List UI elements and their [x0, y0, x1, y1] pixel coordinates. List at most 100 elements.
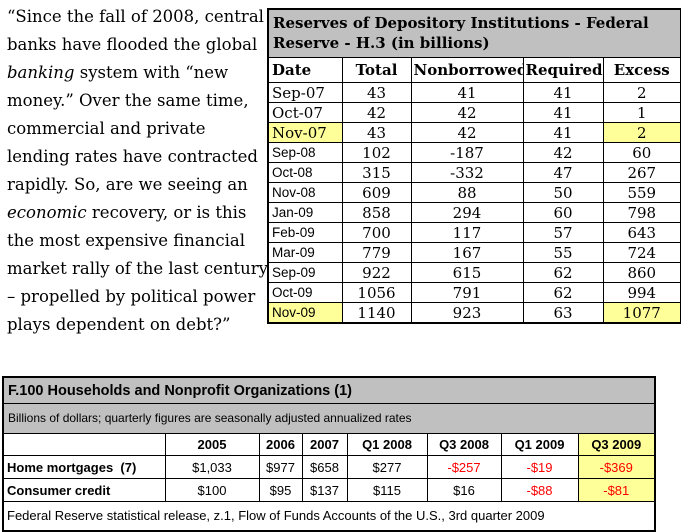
cell-value: $16 [426, 478, 502, 502]
column-header-q1-2008: Q1 2008 [346, 433, 428, 456]
cell-excess: 798 [602, 202, 681, 223]
cell-excess: 2 [602, 122, 681, 143]
cell-date: Nov-09 [267, 302, 343, 324]
cell-required: 62 [522, 262, 604, 283]
table-row: Sep-08 102 -187 42 60 [267, 142, 681, 163]
cell-nonborrowed: 294 [410, 202, 524, 223]
column-header-2007: 2007 [301, 433, 348, 456]
cell-value-negative: -$81 [577, 478, 656, 502]
column-header-excess: Excess [602, 57, 681, 83]
cell-excess: 860 [602, 262, 681, 283]
table-row: Sep-07 43 41 41 2 [267, 82, 681, 103]
cell-value: $277 [346, 455, 428, 479]
reserves-title-row: Reserves of Depository Institutions - Fe… [267, 8, 681, 58]
f100-footer-row: Federal Reserve statistical release, z.1… [2, 501, 656, 532]
cell-value: $977 [258, 455, 303, 479]
quote-segment: “Since the fall of 2008, central banks h… [7, 7, 264, 54]
cell-excess: 267 [602, 162, 681, 183]
quote-text: “Since the fall of 2008, central banks h… [7, 3, 269, 339]
cell-value-negative: -$88 [500, 478, 579, 502]
cell-total: 1056 [341, 282, 412, 303]
table-row: Oct-07 42 42 41 1 [267, 102, 681, 123]
cell-date: Oct-09 [267, 282, 343, 303]
table-row: Consumer credit $100 $95 $137 $115 $16 -… [2, 478, 656, 502]
cell-value-negative: -$257 [426, 455, 502, 479]
cell-nonborrowed: 615 [410, 262, 524, 283]
column-header-total: Total [341, 57, 412, 83]
cell-date: Mar-09 [267, 242, 343, 263]
cell-value-negative: -$369 [577, 455, 656, 479]
cell-value: $115 [346, 478, 428, 502]
row-label-home-mortgages: Home mortgages (7) [2, 455, 166, 479]
cell-value: $1,033 [164, 455, 260, 479]
column-header-q1-2009: Q1 2009 [500, 433, 579, 456]
column-header-q3-2008: Q3 2008 [426, 433, 502, 456]
table-row: Oct-08 315 -332 47 267 [267, 162, 681, 183]
quote-italic-economic: economic [7, 203, 87, 222]
cell-required: 63 [522, 302, 604, 324]
cell-total: 858 [341, 202, 412, 223]
cell-value: $658 [301, 455, 348, 479]
f100-header-row: 2005 2006 2007 Q1 2008 Q3 2008 Q1 2009 Q… [2, 433, 656, 456]
f100-title-row: F.100 Households and Nonprofit Organizat… [2, 376, 656, 404]
cell-nonborrowed: 923 [410, 302, 524, 324]
cell-excess: 994 [602, 282, 681, 303]
cell-excess: 724 [602, 242, 681, 263]
cell-required: 41 [522, 102, 604, 123]
reserves-header-row: Date Total Nonborrowed Required Excess [267, 57, 681, 83]
cell-total: 43 [341, 82, 412, 103]
f100-footer-note: Federal Reserve statistical release, z.1… [2, 501, 656, 532]
cell-date: Nov-07 [267, 122, 343, 143]
cell-total: 700 [341, 222, 412, 243]
cell-date: Sep-08 [267, 142, 343, 163]
column-header-required: Required [522, 57, 604, 83]
cell-required: 62 [522, 282, 604, 303]
cell-required: 50 [522, 182, 604, 203]
cell-required: 42 [522, 142, 604, 163]
f100-subtitle: Billions of dollars; quarterly figures a… [2, 403, 656, 434]
table-row: Sep-09 922 615 62 860 [267, 262, 681, 283]
quote-segment: recovery, or is this the most expensive … [7, 203, 268, 334]
cell-required: 60 [522, 202, 604, 223]
table-row: Nov-08 609 88 50 559 [267, 182, 681, 203]
cell-nonborrowed: 41 [410, 82, 524, 103]
reserves-table: Reserves of Depository Institutions - Fe… [267, 8, 681, 324]
cell-required: 47 [522, 162, 604, 183]
column-header-date: Date [267, 57, 343, 83]
table-row-highlighted: Nov-07 43 42 41 2 [267, 122, 681, 143]
cell-total: 1140 [341, 302, 412, 324]
table-row: Oct-09 1056 791 62 994 [267, 282, 681, 303]
cell-nonborrowed: -332 [410, 162, 524, 183]
cell-value: $137 [301, 478, 348, 502]
cell-total: 922 [341, 262, 412, 283]
cell-nonborrowed: 42 [410, 122, 524, 143]
quote-italic-banking: banking [7, 63, 75, 82]
cell-nonborrowed: 88 [410, 182, 524, 203]
cell-excess: 643 [602, 222, 681, 243]
cell-excess: 60 [602, 142, 681, 163]
cell-date: Sep-09 [267, 262, 343, 283]
column-header-2006: 2006 [258, 433, 303, 456]
cell-excess: 1077 [602, 302, 681, 324]
cell-total: 779 [341, 242, 412, 263]
cell-date: Nov-08 [267, 182, 343, 203]
table-row: Mar-09 779 167 55 724 [267, 242, 681, 263]
cell-nonborrowed: -187 [410, 142, 524, 163]
cell-date: Feb-09 [267, 222, 343, 243]
cell-required: 55 [522, 242, 604, 263]
cell-value: $100 [164, 478, 260, 502]
cell-total: 43 [341, 122, 412, 143]
cell-required: 57 [522, 222, 604, 243]
column-header-nonborrowed: Nonborrowed [410, 57, 524, 83]
cell-total: 609 [341, 182, 412, 203]
table-row: Feb-09 700 117 57 643 [267, 222, 681, 243]
cell-total: 315 [341, 162, 412, 183]
table-row-highlighted: Nov-09 1140 923 63 1077 [267, 302, 681, 324]
cell-total: 102 [341, 142, 412, 163]
row-label-consumer-credit: Consumer credit [2, 478, 166, 502]
cell-nonborrowed: 167 [410, 242, 524, 263]
f100-empty-header-cell [2, 433, 166, 456]
cell-total: 42 [341, 102, 412, 123]
cell-date: Jan-09 [267, 202, 343, 223]
table-row: Jan-09 858 294 60 798 [267, 202, 681, 223]
